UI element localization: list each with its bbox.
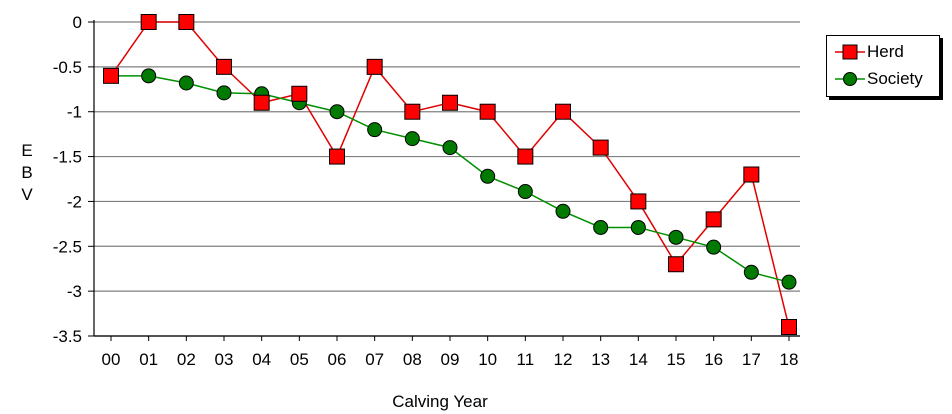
data-point-herd (442, 94, 458, 111)
x-tick-label: 14 (629, 350, 648, 369)
y-axis-label-char: B (21, 163, 33, 182)
data-point-herd (178, 14, 195, 30)
legend-item-society: Society (827, 67, 939, 91)
series-line-herd (110, 21, 790, 328)
x-axis-label: Calving Year (392, 392, 488, 411)
data-point-society (178, 75, 194, 91)
y-tick-label: -1 (67, 103, 82, 122)
x-tick-label: 01 (139, 350, 158, 369)
legend-label: Society (867, 69, 923, 88)
y-tick-label: -0.5 (53, 58, 82, 77)
y-tick-label: 0 (73, 13, 82, 32)
green-circle-marker-icon (835, 72, 865, 86)
data-point-society (367, 122, 383, 138)
data-point-society (141, 68, 157, 84)
data-point-herd (216, 58, 232, 75)
data-point-herd (781, 319, 797, 336)
x-tick-label: 13 (591, 350, 610, 369)
x-tick-label: 08 (403, 350, 422, 369)
x-tick-label: 05 (290, 350, 309, 369)
y-axis-label-char: V (21, 185, 33, 204)
series-markers (103, 14, 797, 336)
data-point-herd (668, 256, 684, 273)
data-point-society (442, 140, 458, 156)
x-tick-label: 18 (780, 350, 799, 369)
y-tick-label: -2.5 (53, 237, 82, 256)
x-tick-label: 16 (704, 350, 723, 369)
axes (88, 20, 800, 341)
y-tick-label: -3.5 (53, 327, 82, 346)
data-point-society (404, 131, 420, 147)
x-tick-label: 00 (102, 350, 121, 369)
x-tick-label: 10 (478, 350, 497, 369)
series-lines (110, 21, 790, 328)
data-point-society (555, 203, 571, 219)
data-point-society (329, 104, 345, 120)
data-point-society (706, 239, 722, 255)
legend-item-herd: Herd (827, 40, 939, 64)
data-point-society (517, 184, 533, 200)
data-point-society (630, 219, 646, 235)
x-tick-label: 12 (554, 350, 573, 369)
data-point-herd (517, 148, 534, 165)
data-point-herd (140, 14, 157, 30)
data-point-herd (743, 166, 760, 183)
legend-label: Herd (867, 42, 904, 61)
data-point-society (480, 168, 496, 184)
data-point-society (743, 264, 759, 280)
data-point-herd (705, 211, 722, 228)
x-tick-label: 09 (441, 350, 460, 369)
y-tick-labels: 0 -0.5 -1 -1.5 -2 -2.5 -3 -3.5 (53, 13, 82, 346)
data-point-herd (592, 139, 609, 156)
legend: Herd Society (826, 35, 940, 97)
data-point-herd (479, 103, 496, 120)
data-point-society (781, 274, 797, 290)
x-tick-label: 06 (328, 350, 347, 369)
x-tick-label: 15 (667, 350, 686, 369)
data-point-herd (555, 103, 571, 120)
data-point-society (593, 219, 609, 235)
y-axis-label: E B V (12, 140, 42, 206)
data-point-society (216, 85, 232, 101)
x-tick-label: 03 (215, 350, 234, 369)
red-square-marker-icon (835, 44, 865, 60)
data-point-herd (329, 148, 345, 165)
data-point-herd (366, 58, 383, 75)
grid-lines (94, 21, 800, 337)
data-point-herd (291, 85, 308, 102)
y-axis-label-char: E (21, 141, 33, 160)
y-tick-label: -2 (67, 192, 82, 211)
data-point-herd (103, 67, 119, 84)
x-tick-label: 17 (742, 350, 761, 369)
data-point-herd (253, 94, 270, 111)
x-tick-label: 02 (177, 350, 196, 369)
x-tick-label: 11 (517, 350, 535, 369)
x-tick-labels: 00 01 02 03 04 05 06 07 08 09 10 11 12 13 14 15 16 17 18 (102, 350, 799, 369)
y-tick-label: -1.5 (53, 148, 82, 167)
x-tick-label: 04 (252, 350, 271, 369)
data-point-society (668, 229, 684, 245)
data-point-herd (630, 193, 647, 210)
data-point-herd (404, 103, 421, 120)
x-tick-label: 07 (365, 350, 384, 369)
y-tick-label: -3 (67, 282, 82, 301)
